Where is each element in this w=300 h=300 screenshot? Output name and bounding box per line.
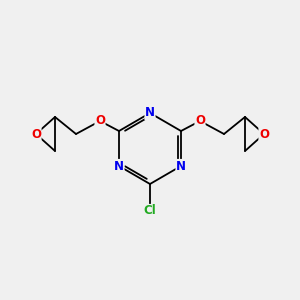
Text: N: N xyxy=(114,160,124,172)
Text: O: O xyxy=(259,128,269,140)
Text: N: N xyxy=(145,106,155,119)
Text: O: O xyxy=(195,115,205,128)
Text: O: O xyxy=(95,115,105,128)
Text: Cl: Cl xyxy=(144,205,156,218)
Text: N: N xyxy=(176,160,186,172)
Text: O: O xyxy=(31,128,41,140)
